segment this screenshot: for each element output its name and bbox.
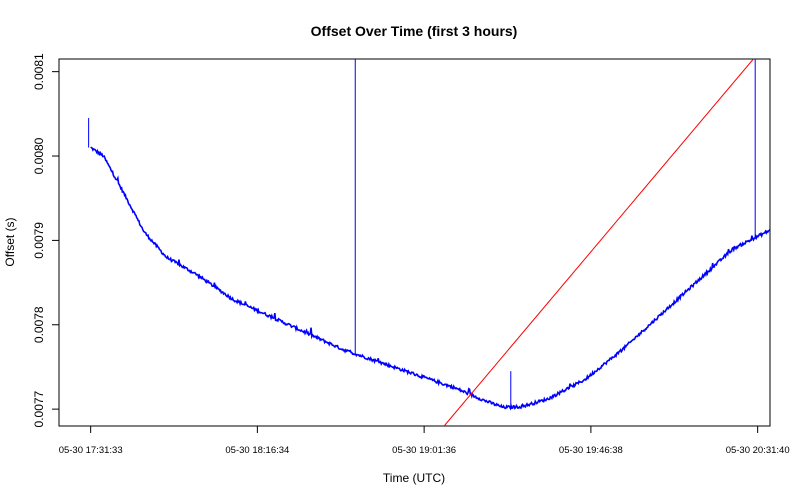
plot-frame [58, 58, 771, 427]
series-line [90, 146, 770, 411]
trend-line [443, 59, 754, 426]
chart-title: Offset Over Time (first 3 hours) [311, 23, 518, 39]
y-axis: 0.0077 0.0078 0.0079 0.0080 0.0081 [32, 53, 59, 427]
y-tick-label: 0.0081 [32, 53, 46, 90]
y-tick-label: 0.0079 [32, 222, 46, 259]
x-tick-label: 05-30 19:01:36 [392, 445, 456, 456]
x-tick-label: 05-30 20:31:40 [726, 445, 790, 456]
y-axis-label: Offset (s) [3, 217, 17, 266]
x-tick-label: 05-30 17:31:33 [59, 445, 123, 456]
plot-area [88, 59, 770, 426]
y-tick-label: 0.0080 [32, 137, 46, 174]
x-axis-label: Time (UTC) [383, 471, 445, 485]
x-axis: 05-30 17:31:33 05-30 18:16:34 05-30 19:01:… [59, 426, 790, 456]
x-tick-label: 05-30 18:16:34 [225, 445, 289, 456]
x-tick-label: 05-30 19:46:38 [559, 445, 623, 456]
y-tick-label: 0.0078 [32, 306, 46, 343]
y-tick-label: 0.0077 [32, 390, 46, 427]
